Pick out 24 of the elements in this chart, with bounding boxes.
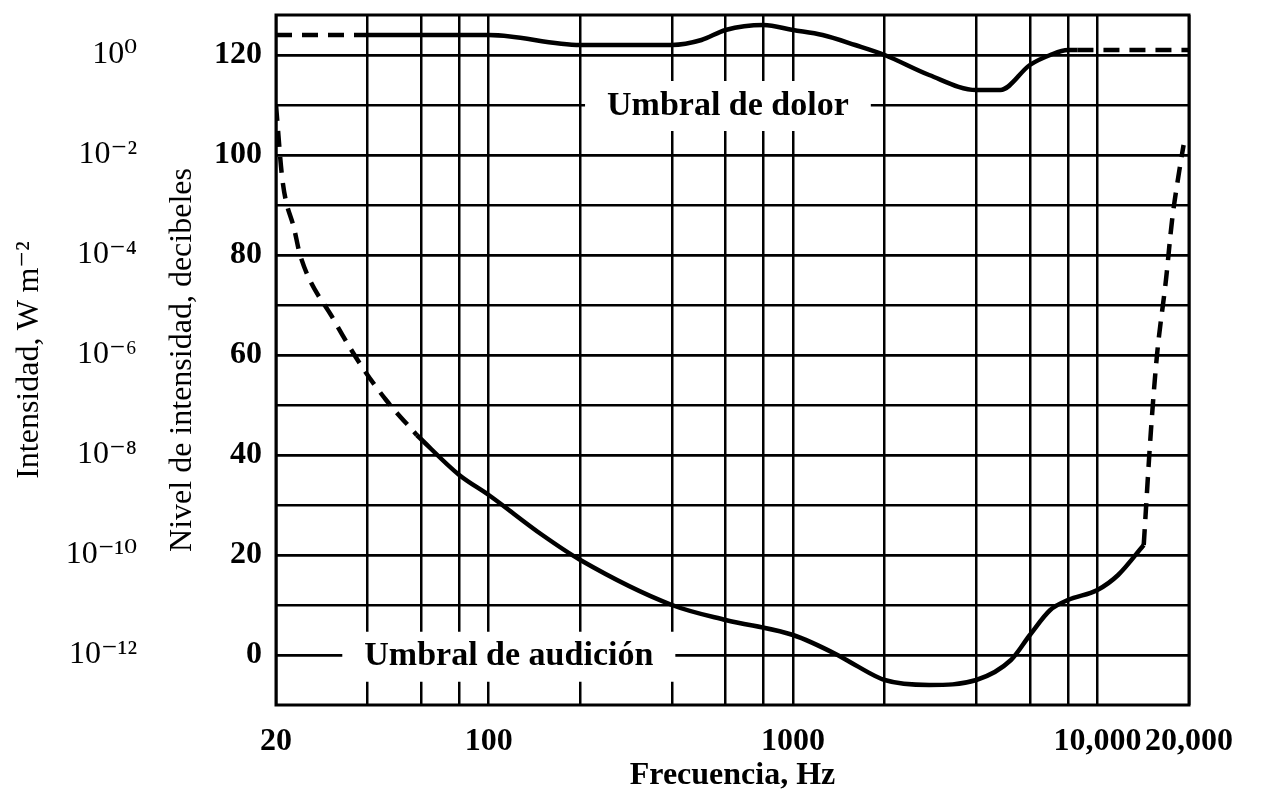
y-tick-label: 10⁻⁴ bbox=[76, 234, 137, 271]
y2-tick-label: 100 bbox=[214, 134, 262, 171]
y-tick-label: 10⁻² bbox=[78, 134, 137, 171]
y2-tick-label: 40 bbox=[230, 434, 262, 471]
series-label: Umbral de audición bbox=[364, 635, 654, 673]
y2-tick-label: 80 bbox=[230, 234, 262, 271]
series-label: Umbral de dolor bbox=[607, 84, 849, 122]
y2-tick-label: 60 bbox=[230, 334, 262, 371]
x-tick-label: 10,000 bbox=[1053, 721, 1142, 758]
y2-tick-label: 20 bbox=[230, 534, 262, 571]
y-tick-label: 10⁻¹⁰ bbox=[65, 534, 137, 571]
x-axis-title: Frecuencia, Hz bbox=[629, 755, 836, 792]
y2-tick-label: 0 bbox=[246, 634, 262, 671]
y-tick-label: 10⁻¹² bbox=[68, 634, 137, 671]
x-tick-label: 20,000 bbox=[1145, 721, 1233, 758]
y-tick-label: 10⁰ bbox=[92, 34, 137, 71]
x-tick-label: 100 bbox=[464, 721, 513, 758]
x-tick-label: 1000 bbox=[761, 721, 826, 758]
y-tick-label: 10⁻⁶ bbox=[76, 334, 137, 371]
x-tick-label: 20 bbox=[260, 721, 292, 758]
y2-tick-label: 120 bbox=[214, 34, 262, 71]
y-axis-title: Intensidad, W m⁻² bbox=[8, 241, 45, 479]
y2-axis-title: Nivel de intensidad, decibeles bbox=[161, 168, 198, 552]
y-tick-label: 10⁻⁸ bbox=[76, 434, 137, 471]
